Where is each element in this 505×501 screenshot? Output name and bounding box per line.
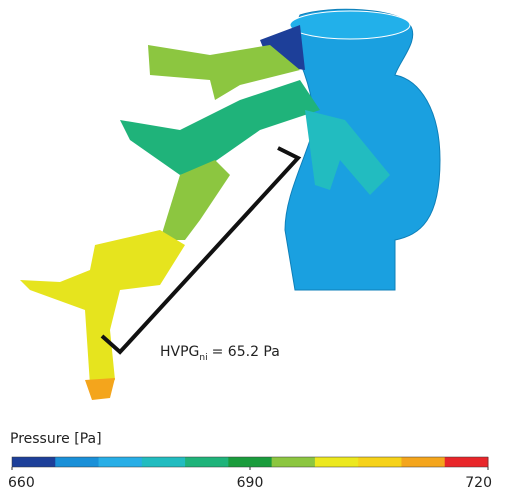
colorbar-segment: [272, 457, 316, 467]
annotation: HVPGni = 65.2 Pa: [160, 344, 280, 363]
colorbar-segment: [401, 457, 445, 467]
colorbar-segment: [12, 457, 56, 467]
colorbar-segment: [99, 457, 143, 467]
colorbar-segment: [142, 457, 186, 467]
colorbar: 660 690 720: [8, 457, 492, 491]
colorbar-segment: [358, 457, 402, 467]
colorbar-segment: [228, 457, 272, 467]
tick-label: 690: [237, 475, 264, 491]
vessel-model: [20, 9, 440, 400]
colorbar-segment: [55, 457, 99, 467]
colorbar-segment: [185, 457, 229, 467]
tick-label: 660: [8, 475, 35, 491]
annotation-text: HVPG: [160, 344, 199, 360]
colorbar-title: Pressure [Pa]: [10, 431, 102, 447]
tick-label: 720: [465, 475, 492, 491]
figure: HVPGni = 65.2 Pa Pressure [Pa] 660 690 720: [0, 0, 505, 497]
annotation-value: = 65.2 Pa: [212, 344, 280, 360]
annotation-subscript: ni: [199, 353, 207, 363]
colorbar-segment: [315, 457, 359, 467]
colorbar-segment: [445, 457, 489, 467]
